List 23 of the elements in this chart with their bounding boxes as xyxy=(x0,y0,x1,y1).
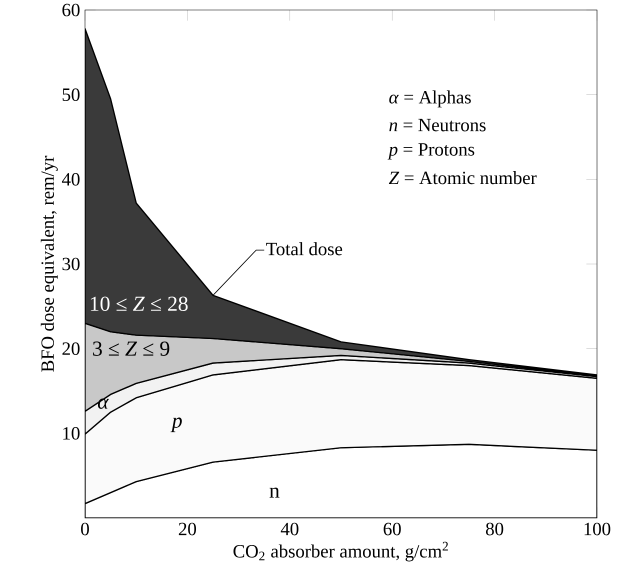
annotation: n = Neutrons xyxy=(389,118,486,132)
series-label: 10 ≤ Z ≤ 28 xyxy=(90,296,188,311)
y-axis-title: BFO dose equivalent, rem/yr xyxy=(40,156,58,372)
x-tick-label: 20 xyxy=(178,522,196,536)
y-tick-label: 10 xyxy=(63,427,80,440)
y-tick-label: 20 xyxy=(62,342,80,355)
series-label: n xyxy=(270,488,280,498)
annotation: p = Protons xyxy=(388,143,474,160)
x-tick-label: 100 xyxy=(584,522,610,536)
x-axis-title: CO$_{2}$ absorber amount, g/cm$^{2}$ xyxy=(233,542,448,562)
x-tick-label: 0 xyxy=(81,522,89,536)
series-label: p xyxy=(170,418,182,432)
y-tick-label: 60 xyxy=(62,4,80,16)
annotation: Total dose xyxy=(266,242,342,256)
annotation: Z = Atomic number xyxy=(388,171,537,184)
x-tick-label: 60 xyxy=(384,522,401,536)
annotation: α = Alphas xyxy=(389,90,471,108)
x-tick-label: 40 xyxy=(280,522,298,536)
y-tick-label: 50 xyxy=(62,88,80,101)
y-tick-label: 40 xyxy=(62,173,80,186)
y-tick-label: 30 xyxy=(62,258,80,270)
x-tick-label: 80 xyxy=(486,522,504,536)
series-label: 3 ≤ Z ≤ 9 xyxy=(93,342,170,356)
